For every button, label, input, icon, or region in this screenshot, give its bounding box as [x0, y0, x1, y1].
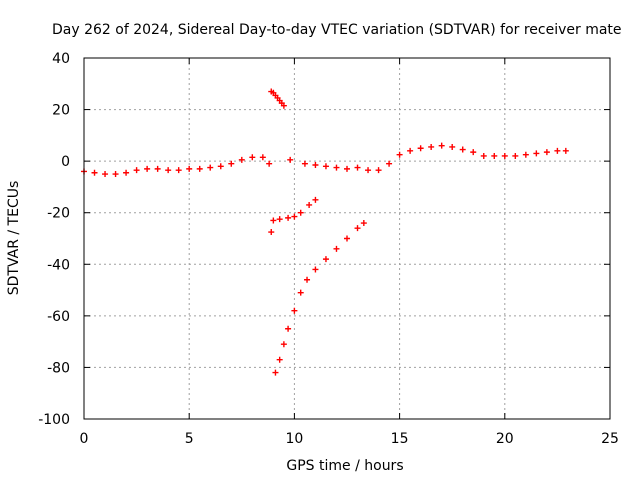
data-point: [304, 276, 311, 283]
data-point: [333, 245, 340, 252]
data-point: [175, 167, 182, 174]
x-tick-label: 10: [285, 431, 303, 447]
series-main-band: [81, 154, 273, 178]
y-tick-label: -40: [47, 257, 70, 273]
data-point: [396, 151, 403, 158]
data-point: [470, 149, 477, 156]
data-point: [354, 225, 361, 232]
data-point: [165, 167, 172, 174]
data-point: [480, 152, 487, 159]
data-point: [491, 152, 498, 159]
y-tick-label: -80: [47, 360, 70, 376]
data-point: [270, 217, 277, 224]
data-point: [268, 229, 275, 236]
data-point: [207, 164, 214, 171]
axis-ticks: 0 5 10 15 20 25 -100 -80 -60 -40 -20 0 20 40: [38, 51, 619, 447]
data-point: [123, 169, 130, 176]
data-point: [512, 152, 519, 159]
data-point: [154, 165, 161, 172]
data-point: [533, 150, 540, 157]
data-point: [133, 167, 140, 174]
data-points: [81, 88, 569, 376]
data-point: [417, 145, 424, 152]
data-point: [238, 156, 245, 163]
data-point: [249, 154, 256, 161]
data-point: [322, 163, 329, 170]
y-axis-label: SDTVAR / TECUs: [6, 181, 22, 296]
data-point: [344, 165, 350, 172]
y-tick-label: 20: [52, 103, 70, 119]
chart-title: Day 262 of 2024, Sidereal Day-to-day VTE…: [52, 22, 622, 38]
data-point: [102, 171, 109, 178]
x-tick-label: 0: [80, 431, 89, 447]
series-mid-arc: [270, 196, 319, 224]
y-tick-label: 40: [52, 51, 70, 67]
y-tick-label: -20: [47, 206, 70, 222]
series-upper-arc: [268, 88, 287, 109]
data-point: [291, 307, 298, 314]
y-tick-label: 0: [61, 154, 70, 170]
data-point: [312, 196, 319, 203]
data-point: [306, 201, 313, 208]
data-point: [186, 165, 193, 172]
data-point: [428, 143, 435, 150]
data-point: [280, 102, 287, 109]
data-point: [407, 147, 414, 154]
data-point: [285, 214, 292, 221]
y-tick-label: -100: [38, 412, 70, 428]
series-outlier: [268, 229, 275, 236]
data-point: [272, 369, 279, 376]
data-point: [297, 289, 304, 296]
data-point: [501, 152, 508, 159]
y-tick-label: -60: [47, 309, 70, 325]
data-point: [285, 325, 292, 332]
x-axis-label: GPS time / hours: [286, 458, 403, 474]
data-point: [291, 213, 298, 220]
data-point: [459, 146, 466, 153]
data-point: [196, 165, 203, 172]
data-point: [301, 160, 308, 167]
plot-frame: [83, 57, 611, 420]
data-point: [344, 235, 350, 242]
data-point: [312, 266, 319, 273]
data-point: [280, 341, 287, 348]
data-point: [354, 164, 361, 171]
data-point: [228, 160, 235, 167]
data-point: [259, 154, 266, 161]
data-point: [375, 167, 382, 174]
data-point: [276, 216, 283, 223]
data-point: [287, 156, 294, 163]
data-point: [217, 163, 224, 170]
grid: [84, 58, 610, 419]
data-point: [112, 171, 119, 178]
data-point: [333, 164, 340, 171]
series-middle-band: [287, 142, 569, 174]
x-tick-label: 25: [601, 431, 619, 447]
series-lower-arc: [272, 220, 367, 376]
data-point: [438, 142, 445, 149]
data-point: [297, 209, 304, 216]
data-point: [360, 220, 367, 227]
x-tick-label: 5: [185, 431, 194, 447]
data-point: [386, 160, 393, 167]
data-point: [144, 165, 151, 172]
data-point: [365, 167, 372, 174]
data-point: [543, 149, 550, 156]
data-point: [562, 147, 569, 154]
data-point: [276, 356, 283, 363]
data-point: [91, 169, 98, 176]
data-point: [449, 143, 456, 150]
x-tick-label: 15: [391, 431, 409, 447]
x-tick-label: 20: [496, 431, 514, 447]
data-point: [522, 151, 529, 158]
data-point: [266, 160, 273, 167]
data-point: [322, 256, 329, 263]
data-point: [312, 162, 319, 169]
data-point: [554, 147, 561, 154]
